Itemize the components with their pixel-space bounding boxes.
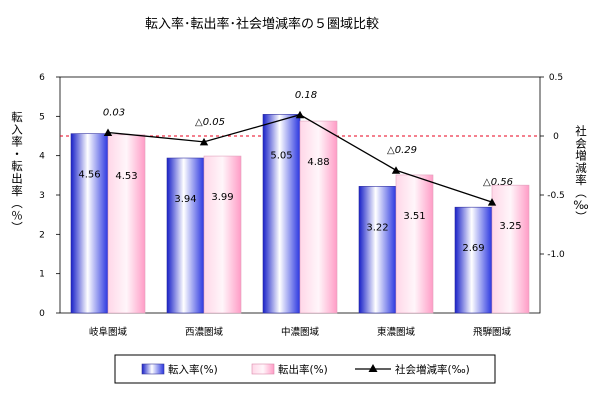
outflow-bar	[203, 155, 242, 314]
outflow-bar-value-label: 3.25	[499, 221, 521, 232]
left-axis-label-char: 転	[11, 159, 23, 173]
right-axis-tick-label: -1.0	[547, 250, 565, 260]
left-axis-label-char: 率	[11, 184, 23, 198]
net-migration-value-label: 0.18	[295, 90, 317, 101]
right-axis-label-char: 社	[575, 124, 587, 138]
left-axis-label-char: 出	[11, 172, 23, 186]
left-axis-tick-label: 0	[39, 309, 45, 319]
legend-label-inflow: 転入率(%)	[168, 363, 218, 376]
left-axis-label-char: ︶	[11, 221, 23, 235]
inflow-bar	[166, 157, 205, 314]
net-migration-marker	[295, 110, 305, 119]
category-label: 岐阜圏域	[89, 326, 128, 338]
right-axis-label: 社会増減率︵‰︶	[573, 124, 588, 224]
net-migration-marker	[199, 137, 209, 146]
right-axis: 0.5 0 -0.5 -1.0	[540, 73, 565, 260]
category-label: 中濃圏域	[281, 326, 320, 338]
right-axis-label-char: ︵	[575, 186, 587, 200]
left-axis: 0 1 2 3 4 5 6	[39, 73, 60, 319]
inflow-bar-value-label: 3.94	[174, 194, 196, 205]
left-axis-label: 転入率・転出率︵％︶	[11, 110, 23, 235]
net-migration-marker	[391, 166, 401, 174]
outflow-bar-value-label: 4.53	[115, 171, 137, 182]
bar-series: 4.56 3.94 5.05 3.22 2.69 4.53 3.99 4.88 3.51 3.25	[70, 114, 530, 314]
inflow-bar	[70, 133, 109, 314]
inflow-bar-value-label: 5.05	[270, 150, 292, 161]
legend-label-outflow: 転出率(%)	[278, 363, 328, 376]
inflow-bar	[358, 186, 397, 314]
left-axis-tick-label: 5	[39, 112, 45, 122]
legend-swatch-outflow	[251, 363, 275, 375]
right-axis-label-char: 会	[575, 136, 587, 150]
left-axis-tick-label: 6	[39, 73, 45, 83]
outflow-bar-value-label: 3.99	[211, 192, 233, 203]
outflow-bar	[491, 184, 530, 314]
net-migration-value-label: △0.56	[483, 177, 513, 188]
category-label: 東濃圏域	[377, 326, 416, 338]
legend: 転入率(%) 転出率(%) 社会増減率(‰)	[114, 354, 496, 384]
legend-box	[114, 354, 496, 384]
right-axis-label-char: 減	[575, 161, 587, 175]
net-migration-value-label: 0.03	[103, 107, 125, 118]
outflow-bar	[107, 134, 146, 314]
right-axis-label-char: ‰	[573, 198, 588, 212]
outflow-bar-value-label: 4.88	[307, 157, 329, 168]
left-axis-label-char: 入	[11, 122, 23, 136]
right-axis-label-char: 率	[575, 173, 587, 187]
category-labels: 岐阜圏域 西濃圏域 中濃圏域 東濃圏域 飛騨圏域	[89, 326, 512, 338]
outflow-bar	[395, 174, 434, 314]
inflow-bar	[262, 114, 301, 314]
category-label: 西濃圏域	[185, 326, 224, 338]
category-label: 飛騨圏域	[473, 326, 512, 338]
right-axis-tick-label: 0.5	[549, 73, 563, 83]
line-series: 0.03 △0.05 0.18 △0.29 △0.56	[103, 90, 513, 206]
inflow-bar-value-label: 3.22	[366, 222, 388, 233]
left-axis-label-char: 率	[11, 135, 23, 149]
inflow-bar-value-label: 2.69	[462, 243, 484, 254]
net-migration-marker	[487, 198, 497, 206]
legend-triangle-marker	[368, 364, 378, 372]
right-axis-tick-label: 0	[553, 132, 559, 142]
net-migration-value-label: △0.05	[195, 117, 225, 128]
legend-label-net: 社会増減率(‰)	[395, 363, 470, 376]
net-migration-marker	[103, 128, 113, 136]
right-axis-label-char: ︶	[575, 210, 587, 224]
left-axis-tick-label: 4	[39, 152, 45, 162]
right-axis-label-char: 増	[575, 149, 587, 163]
inflow-bar-value-label: 4.56	[78, 170, 100, 181]
left-axis-tick-label: 2	[39, 230, 45, 240]
left-axis-tick-label: 1	[39, 270, 45, 280]
outflow-bar	[299, 120, 338, 314]
right-axis-tick-label: -0.5	[547, 191, 565, 201]
left-axis-label-char: ︵	[11, 196, 23, 210]
left-axis-label-char: 転	[11, 110, 23, 124]
chart-title: 転入率･転出率･社会増減率の５圏域比較	[145, 16, 379, 32]
inflow-bar	[454, 206, 493, 314]
left-axis-label-char: ％	[11, 208, 23, 222]
legend-swatch-inflow	[141, 363, 165, 375]
outflow-bar-value-label: 3.51	[403, 211, 425, 222]
left-axis-tick-label: 3	[39, 191, 45, 201]
left-axis-label-char: ・	[11, 147, 23, 161]
net-migration-value-label: △0.29	[387, 145, 417, 156]
